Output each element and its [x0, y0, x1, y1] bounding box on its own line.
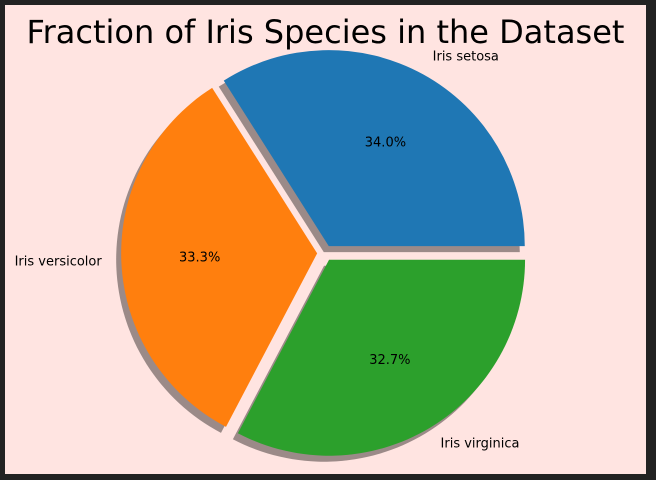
- slice-label-iris-setosa: Iris setosa: [433, 50, 499, 65]
- slice-percent-iris-versicolor: 33.3%: [179, 251, 220, 266]
- slice-iris-virginica: [237, 259, 526, 456]
- slice-label-iris-versicolor: Iris versicolor: [15, 255, 103, 270]
- slice-iris-versicolor: [121, 87, 318, 427]
- slice-percent-iris-setosa: 34.0%: [365, 136, 406, 151]
- pie-chart: Iris setosa 34.0% Iris versicolor 33.3% Iris…: [15, 50, 526, 462]
- pie-labels: Iris setosa 34.0% Iris versicolor 33.3% Iris…: [15, 50, 520, 452]
- slice-label-iris-virginica: Iris virginica: [441, 437, 520, 452]
- chart-title: Fraction of Iris Species in the Dataset: [26, 13, 625, 51]
- slice-iris-setosa: [223, 50, 525, 247]
- pie-wedges: [121, 50, 526, 456]
- slice-percent-iris-virginica: 32.7%: [369, 353, 410, 368]
- chart-frame: Fraction of Iris Species in the Dataset …: [5, 5, 646, 474]
